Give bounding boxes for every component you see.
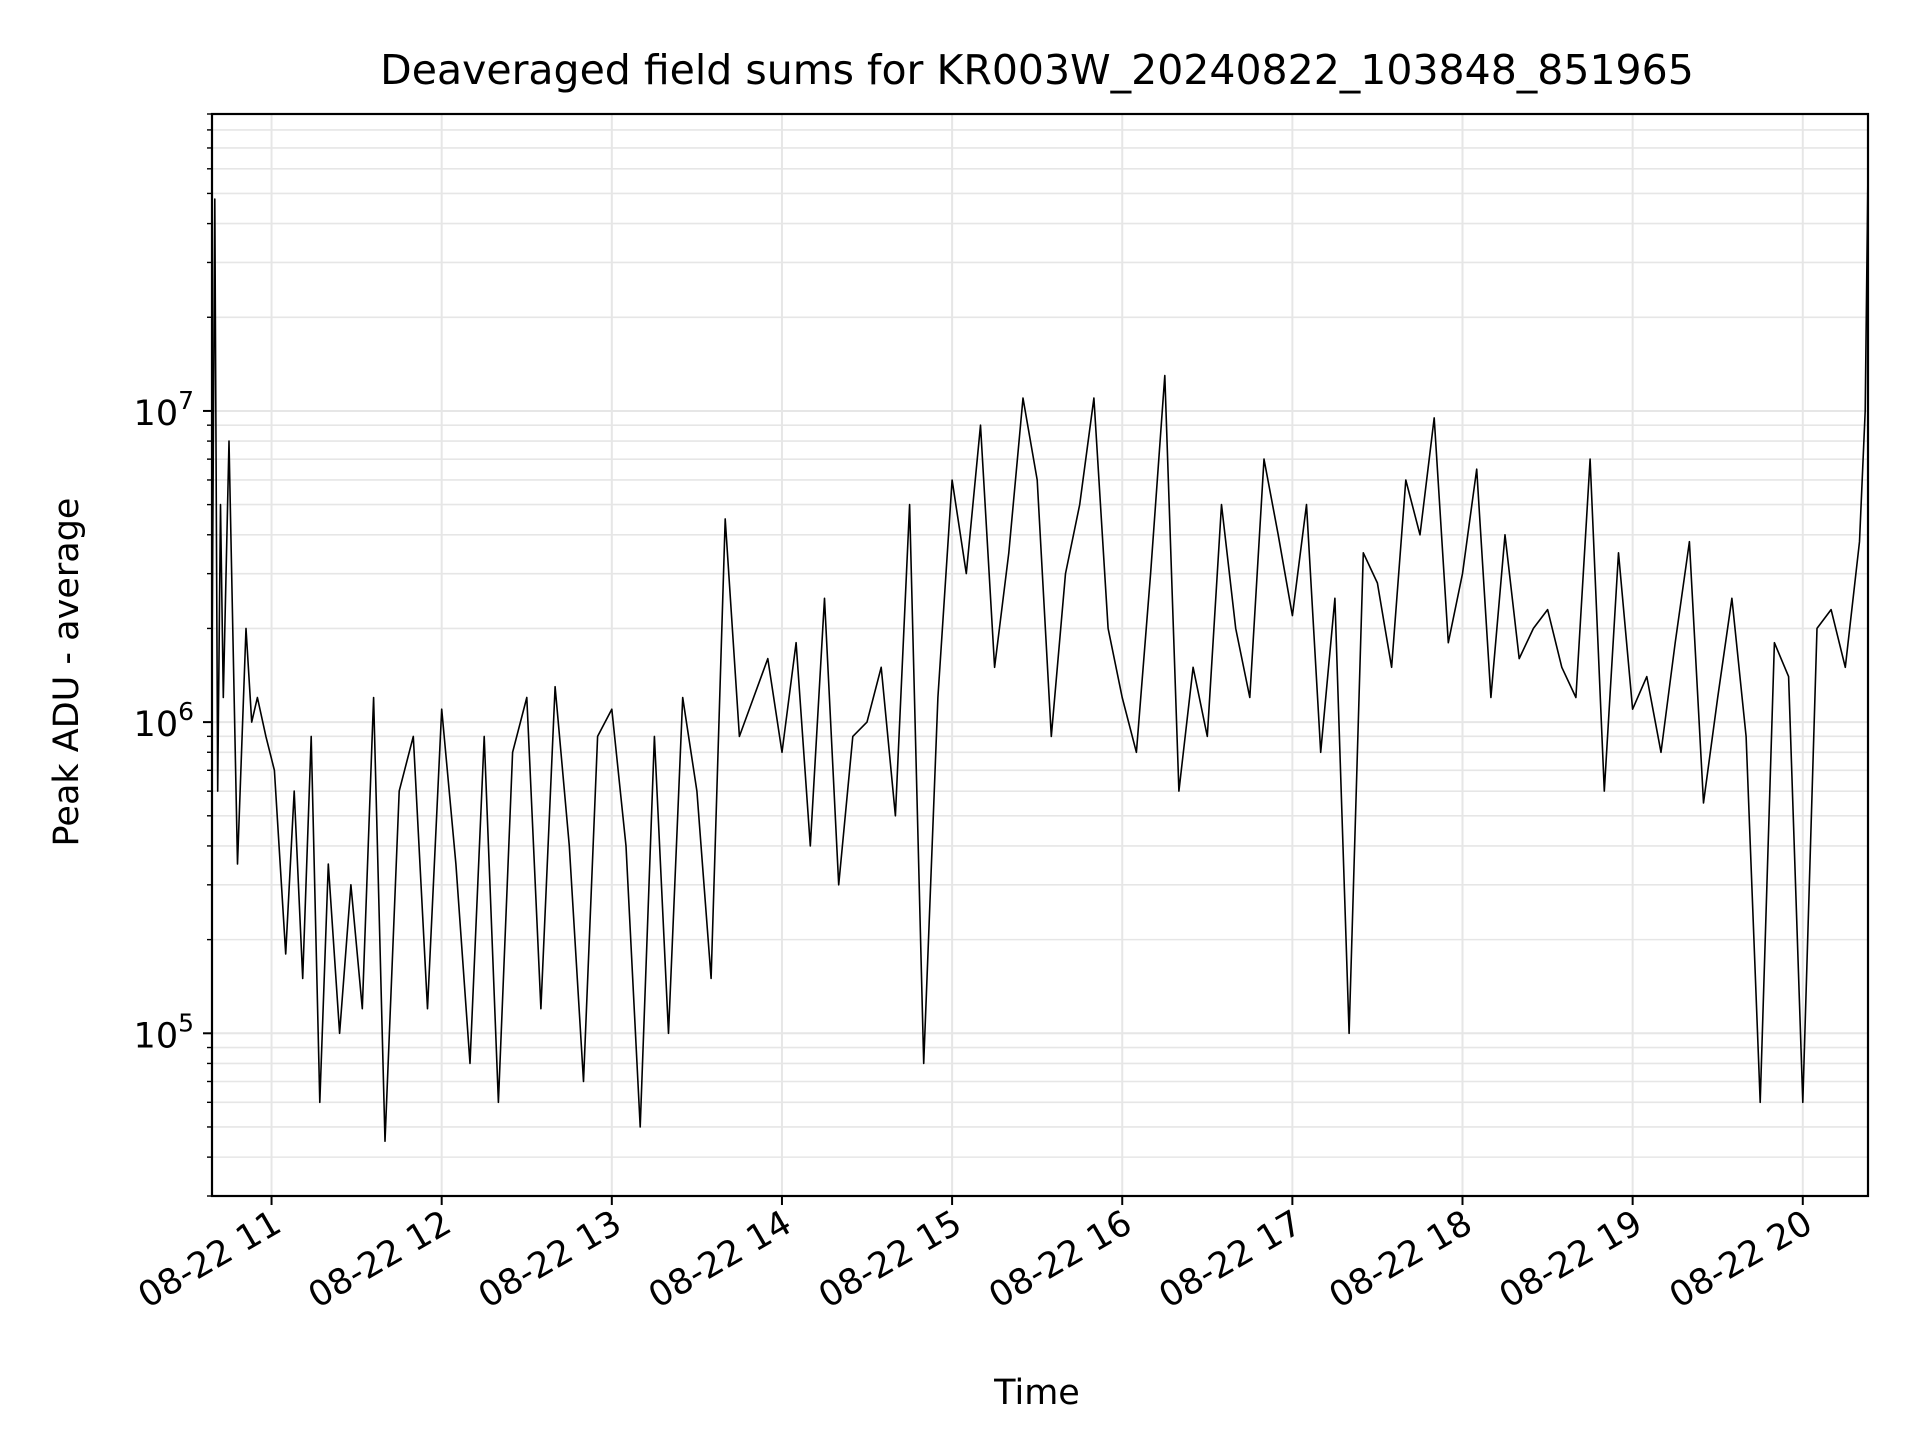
y-tick-label: 105: [134, 1008, 194, 1056]
y-tick-label: 107: [134, 386, 194, 434]
chart-title: Deaveraged field sums for KR003W_2024082…: [380, 46, 1694, 94]
x-axis-label: Time: [993, 1373, 1080, 1413]
y-tick-label: 106: [134, 697, 194, 745]
plot-frame: [210, 112, 1870, 1198]
data-line: [211, 168, 1869, 1142]
grid-lines: [212, 113, 1868, 1197]
y-axis-label: Peak ADU - average: [47, 498, 87, 847]
series-line: [211, 168, 1869, 1142]
